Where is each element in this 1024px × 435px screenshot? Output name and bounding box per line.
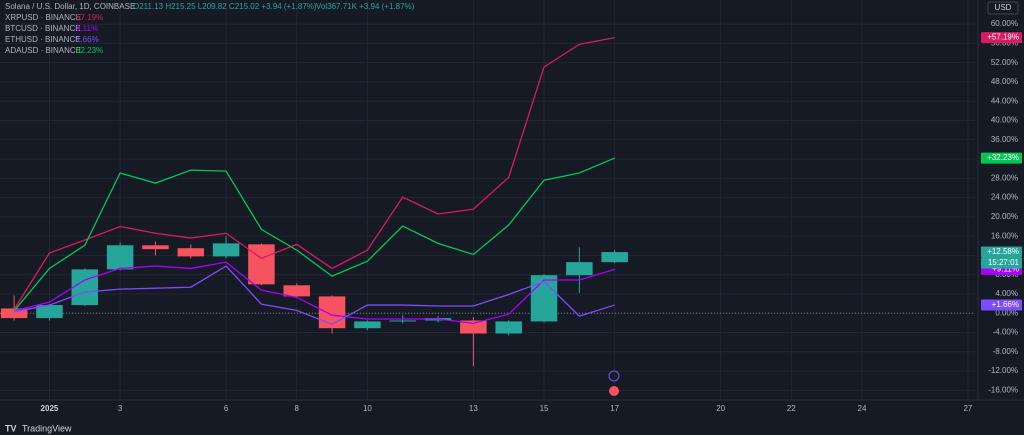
candle-body — [354, 321, 381, 329]
legend-name: XRPUSD · BINANCE — [5, 13, 81, 22]
x-tick-label: 27 — [963, 404, 972, 413]
plot — [0, 36, 628, 367]
y-tick-label: 52.00% — [991, 58, 1018, 67]
last-price-label-countdown: 15:27:01 — [988, 258, 1020, 267]
y-tick-label: 36.00% — [991, 135, 1018, 144]
candle-body — [212, 243, 240, 257]
candle-body — [177, 248, 205, 257]
y-tick-label: 0.00% — [995, 308, 1018, 317]
y-tick-label: -16.00% — [988, 385, 1018, 394]
y-tick-label: 60.00% — [991, 19, 1018, 28]
x-tick-label: 2025 — [41, 404, 59, 413]
candle-body — [283, 285, 310, 297]
y-tick-label: 24.00% — [991, 193, 1018, 202]
y-tick-label: -8.00% — [993, 347, 1018, 356]
legend-value: 1.66% — [76, 35, 99, 44]
x-tick-label: 15 — [540, 404, 549, 413]
footer — [0, 420, 1024, 435]
candle-body — [389, 320, 416, 322]
last-value-label: +32.23% — [987, 153, 1019, 162]
currency[interactable]: USD — [995, 3, 1012, 12]
y-tick-label: 48.00% — [991, 77, 1018, 86]
candle-body — [106, 245, 134, 270]
last-price-label: +12.58% — [987, 247, 1019, 256]
last-price-label-box — [981, 257, 1022, 269]
y-tick-label: 28.00% — [991, 173, 1018, 182]
x-tick-label: 20 — [716, 404, 725, 413]
y-tick-label: 20.00% — [991, 212, 1018, 221]
chart-title: Solana / U.S. Dollar, 1D, COINBASE — [5, 2, 135, 11]
x-tick-label: 8 — [295, 404, 300, 413]
last-value-label: +57.19% — [987, 33, 1019, 42]
currency-box[interactable] — [987, 1, 1019, 15]
candle-body — [142, 245, 169, 250]
candle-body — [530, 275, 558, 322]
legend-name: ADAUSD · BINANCE — [5, 46, 81, 55]
candle-body — [248, 244, 275, 285]
ohlc: O211.13 H215.25 L209.82 C215.02 +3.94 (+… — [133, 2, 317, 11]
candle-body — [0, 308, 28, 319]
branding: TradingView — [22, 423, 72, 433]
legend-value: 9.11% — [76, 24, 98, 33]
candle-body — [495, 321, 522, 334]
legend-name: ETHUSD · BINANCE — [5, 35, 81, 44]
y-tick-label: 44.00% — [991, 96, 1018, 105]
x-tick-label: 6 — [224, 404, 229, 413]
last-value-label-box — [981, 152, 1022, 164]
y-tick-label: -4.00% — [993, 328, 1018, 337]
x-tick-label: 24 — [858, 404, 867, 413]
candle-body — [566, 262, 593, 276]
x-tick-label: 3 — [118, 404, 123, 413]
y-tick-label: 16.00% — [991, 231, 1018, 240]
series-line — [13, 157, 615, 312]
event-icon[interactable] — [609, 386, 619, 396]
candle-body — [601, 252, 628, 263]
candle-body — [460, 320, 487, 334]
legend-name: BTCUSD · BINANCE — [5, 24, 81, 33]
axes: 60.00%56.00%52.00%48.00%44.00%40.00%36.0… — [41, 19, 1022, 413]
last-value-label: +9.11% — [992, 265, 1019, 274]
grid — [0, 0, 975, 400]
last-value-label-box — [981, 32, 1022, 44]
y-tick-label: 4.00% — [995, 289, 1018, 298]
last-value-label-box — [981, 299, 1022, 311]
last-value-label: +1.66% — [992, 300, 1019, 309]
event-icon[interactable] — [608, 370, 620, 382]
x-tick-label: 13 — [469, 404, 478, 413]
series-line — [14, 265, 615, 326]
candle-body — [71, 269, 99, 306]
legend-value: 32.23% — [76, 46, 103, 55]
legend-value: 57.19% — [76, 13, 103, 22]
x-tick-label: 22 — [787, 404, 796, 413]
series-line — [13, 261, 615, 325]
x-tick-label: 10 — [363, 404, 372, 413]
candle-body — [36, 305, 63, 319]
x-tick-label: 17 — [610, 404, 619, 413]
series-line — [13, 36, 615, 310]
y-tick-label: -12.00% — [988, 366, 1018, 375]
y-tick-label: 40.00% — [991, 116, 1018, 125]
last-price-label-box — [981, 246, 1022, 258]
logo: TV — [5, 423, 17, 433]
volume: Vol367.71K +3.94 (+1.87%) — [316, 2, 415, 11]
candle-body — [318, 296, 346, 329]
